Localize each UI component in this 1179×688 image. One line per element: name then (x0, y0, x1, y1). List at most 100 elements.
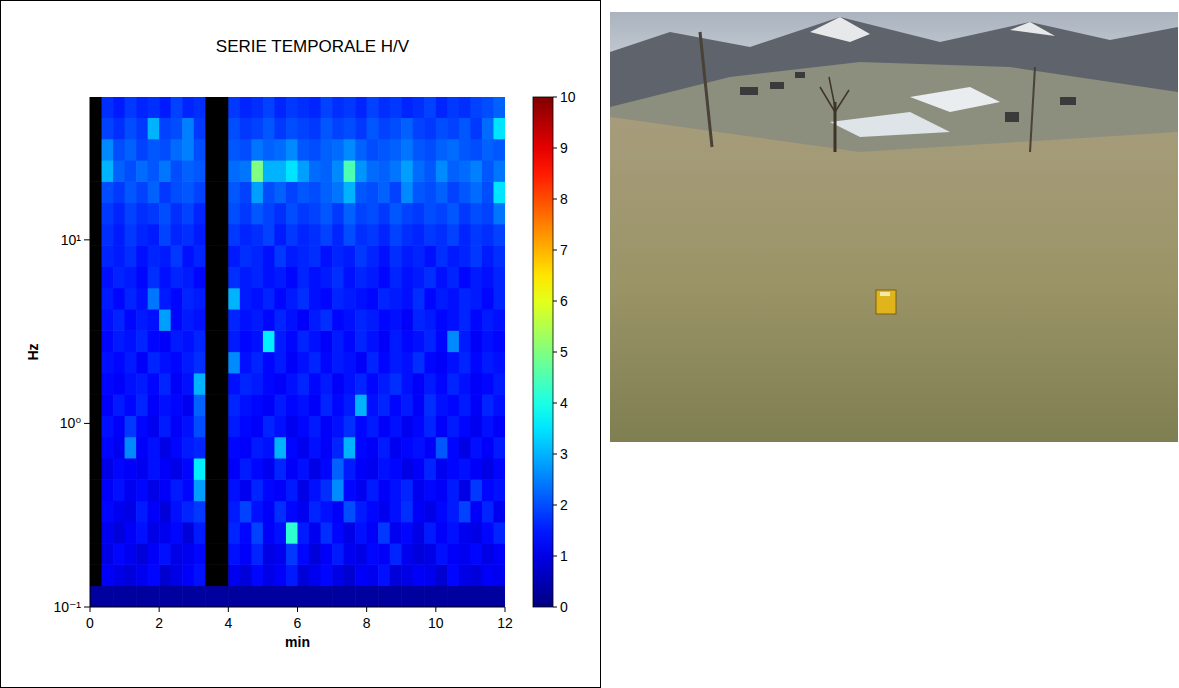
heatmap-cell (493, 203, 505, 225)
heatmap-cell (447, 373, 459, 395)
heatmap-cell (240, 522, 252, 544)
heatmap-cell (470, 373, 482, 395)
heatmap-cell (286, 245, 298, 267)
heatmap-cell (344, 543, 356, 565)
heatmap-cell (113, 139, 125, 161)
heatmap-cell (102, 245, 114, 267)
heatmap-cell (470, 330, 482, 352)
heatmap-cell (102, 458, 114, 480)
heatmap-cell (298, 415, 310, 437)
heatmap-cell (182, 522, 194, 544)
heatmap-cell (378, 309, 390, 331)
heatmap-cell (436, 97, 448, 118)
heatmap-cell (263, 245, 275, 267)
heatmap-cell (344, 564, 356, 586)
heatmap-cell (228, 266, 240, 288)
x-axis-title: min (285, 634, 310, 650)
heatmap-cell (240, 139, 252, 161)
x-tick (505, 607, 506, 612)
heatmap-cell (447, 117, 459, 139)
heatmap-cell (390, 394, 402, 416)
heatmap-cell (344, 522, 356, 544)
heatmap-cell (298, 585, 310, 607)
heatmap-cell (401, 373, 413, 395)
heatmap-cell (378, 415, 390, 437)
heatmap-cell (125, 330, 137, 352)
heatmap-cell (102, 224, 114, 246)
heatmap-cell (470, 479, 482, 501)
heatmap-cell (390, 160, 402, 182)
heatmap-cell (228, 97, 240, 118)
heatmap-cell (367, 564, 379, 586)
heatmap-cell (228, 543, 240, 565)
heatmap-cell (321, 203, 333, 225)
heatmap-cell (378, 373, 390, 395)
heatmap-cell (90, 415, 102, 437)
heatmap-cell (102, 181, 114, 203)
heatmap-cell (332, 330, 344, 352)
heatmap-cell (344, 458, 356, 480)
heatmap-cell (367, 501, 379, 523)
heatmap-cell (286, 97, 298, 118)
heatmap-cell (401, 394, 413, 416)
heatmap-cell (182, 139, 194, 161)
heatmap-cell (148, 224, 160, 246)
heatmap-cell (470, 458, 482, 480)
heatmap-cell (332, 415, 344, 437)
heatmap-cell (482, 522, 494, 544)
heatmap-cell (217, 352, 229, 374)
heatmap-cell (274, 181, 286, 203)
heatmap-cell (136, 139, 148, 161)
heatmap-cell (459, 245, 471, 267)
heatmap-cell (344, 288, 356, 310)
heatmap-cell (182, 266, 194, 288)
heatmap-cell (159, 224, 171, 246)
heatmap-cell (424, 415, 436, 437)
heatmap-cell (367, 266, 379, 288)
heatmap-cell (205, 458, 217, 480)
heatmap-cell (447, 585, 459, 607)
heatmap-cell (194, 522, 206, 544)
heatmap-cell (159, 330, 171, 352)
heatmap-cell (436, 437, 448, 459)
heatmap-cell (332, 543, 344, 565)
heatmap-cell (321, 458, 333, 480)
heatmap-cell (321, 139, 333, 161)
heatmap-cell (493, 160, 505, 182)
heatmap-cell (413, 97, 425, 118)
heatmap-cell (251, 288, 263, 310)
heatmap-cell (125, 203, 137, 225)
heatmap-cell (459, 522, 471, 544)
heatmap-cell (182, 181, 194, 203)
heatmap-cell (102, 373, 114, 395)
heatmap-cell (309, 352, 321, 374)
heatmap-cell (102, 139, 114, 161)
heatmap-cell (263, 97, 275, 118)
heatmap-cell (182, 458, 194, 480)
heatmap-cell (298, 330, 310, 352)
heatmap-cell (401, 415, 413, 437)
heatmap-cell (447, 415, 459, 437)
heatmap-cell (424, 458, 436, 480)
snow (810, 17, 870, 42)
heatmap-cell (194, 288, 206, 310)
heatmap-cell (401, 564, 413, 586)
heatmap-cell (217, 330, 229, 352)
heatmap-cell (182, 564, 194, 586)
heatmap-cell (424, 585, 436, 607)
heatmap-cell (482, 415, 494, 437)
heatmap-cell (159, 309, 171, 331)
building (770, 82, 784, 89)
heatmap-cell (493, 501, 505, 523)
heatmap-cell (274, 117, 286, 139)
heatmap-cell (217, 394, 229, 416)
heatmap-cell (182, 224, 194, 246)
heatmap-cell (390, 330, 402, 352)
heatmap-cell (240, 203, 252, 225)
colorbar-tick-label: 4 (560, 395, 568, 411)
heatmap-cell (217, 373, 229, 395)
heatmap-cell (413, 224, 425, 246)
heatmap-cell (194, 97, 206, 118)
heatmap-cell (251, 97, 263, 118)
heatmap-cell (401, 139, 413, 161)
